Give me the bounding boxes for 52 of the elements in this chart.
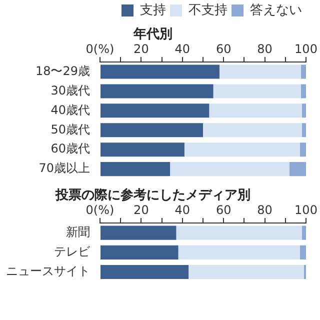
x-tick-label: 0(%)	[86, 42, 114, 56]
x-tick-label: 100	[294, 202, 318, 217]
bar	[209, 104, 302, 118]
bar	[170, 162, 290, 176]
bar	[100, 226, 176, 240]
y-tick-label: 新聞	[66, 224, 90, 239]
legend-label: 支持	[140, 2, 166, 18]
bar	[290, 162, 306, 176]
y-tick-label: テレビ	[54, 244, 91, 259]
bar	[100, 84, 214, 98]
bar	[100, 104, 210, 118]
bar	[100, 142, 184, 157]
bar	[100, 64, 220, 79]
bar	[300, 142, 306, 157]
y-tick-label: 70歳以上	[38, 161, 90, 176]
x-tick-label: 100	[294, 42, 318, 56]
bar	[219, 64, 301, 79]
bar	[184, 142, 300, 157]
x-tick-label: 0(%)	[86, 202, 114, 217]
chart-title: 年代別	[132, 27, 172, 42]
bar	[302, 226, 306, 240]
bar	[302, 104, 306, 118]
x-tick-label: 20	[134, 42, 149, 56]
bar	[213, 84, 301, 98]
bar	[300, 245, 306, 260]
x-tick-label: 80	[257, 42, 272, 56]
bar	[100, 162, 170, 176]
y-tick-label: 30歳代	[50, 83, 90, 98]
bar	[178, 245, 300, 260]
y-tick-label: 50歳代	[50, 122, 90, 136]
x-tick-label: 20	[134, 202, 149, 217]
x-tick-label: 60	[216, 202, 232, 217]
chart-title: 投票の際に参考にしたメディア別	[54, 187, 250, 204]
bar	[302, 123, 306, 138]
y-tick-label: ニュースサイト	[6, 264, 90, 278]
bar	[100, 245, 178, 260]
y-tick-label: 60歳代	[50, 142, 90, 156]
y-tick-label: 18〜29歳	[35, 64, 90, 78]
bar	[188, 264, 304, 280]
bar	[100, 123, 203, 138]
x-tick-label: 80	[257, 202, 272, 217]
x-tick-label: 40	[174, 42, 190, 56]
y-tick-label: 40歳代	[50, 102, 90, 117]
bar	[176, 226, 302, 240]
bar	[300, 84, 306, 98]
bar	[203, 123, 302, 138]
x-tick-label: 60	[216, 42, 232, 56]
bar	[100, 264, 189, 280]
x-tick-label: 40	[174, 202, 190, 217]
legend-label: 答えない	[250, 2, 302, 18]
legend-label: 不支持	[188, 2, 228, 18]
bar	[300, 64, 306, 79]
